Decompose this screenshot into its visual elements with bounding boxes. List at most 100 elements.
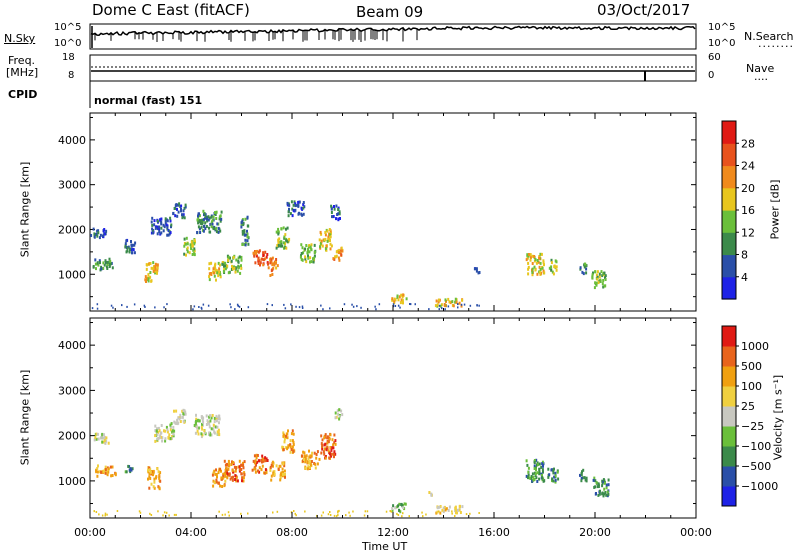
data-cell (539, 268, 542, 271)
data-cell (245, 233, 248, 237)
ground-scatter-cell (364, 510, 367, 513)
data-cell (531, 267, 534, 271)
data-cell (538, 477, 541, 481)
data-cell (313, 254, 316, 258)
ground-scatter-cell (162, 514, 164, 517)
data-cell (221, 261, 224, 264)
data-cell (323, 434, 326, 438)
data-cell (402, 301, 404, 305)
colorbar-swatch (722, 346, 736, 367)
ground-scatter-cell (224, 513, 226, 516)
data-cell (170, 436, 173, 440)
ground-scatter-cell (101, 514, 104, 517)
data-cell (442, 506, 445, 510)
data-cell (151, 229, 154, 233)
data-cell (150, 472, 153, 476)
data-cell (106, 262, 109, 266)
data-cell (238, 459, 241, 463)
data-cell (283, 461, 286, 465)
data-cell (151, 223, 154, 227)
data-cell (167, 229, 170, 232)
colorbar-tick-label: 4 (741, 271, 748, 284)
data-cell (215, 478, 218, 482)
data-cell (300, 252, 303, 255)
data-cell (190, 240, 193, 244)
data-cell (533, 459, 536, 462)
data-cell (155, 476, 157, 480)
data-cell (280, 227, 283, 231)
data-cell (109, 262, 112, 266)
data-cell (93, 438, 96, 442)
data-cell (169, 437, 172, 440)
ground-scatter-cell (343, 303, 346, 306)
data-cell (579, 473, 581, 477)
data-cell (323, 436, 326, 440)
data-cell (208, 272, 211, 276)
data-cell (283, 437, 286, 441)
data-cell (597, 281, 600, 285)
data-cell (302, 206, 305, 210)
ground-scatter-cell (284, 307, 287, 310)
data-cell (333, 207, 336, 211)
data-cell (533, 265, 536, 269)
data-cell (391, 507, 394, 510)
data-cell (454, 505, 457, 509)
data-cell (428, 491, 431, 494)
data-cell (93, 235, 96, 239)
data-cell (302, 201, 305, 204)
data-cell (203, 431, 206, 434)
data-cell (591, 273, 594, 277)
data-cell (534, 466, 537, 470)
data-cell (270, 260, 273, 264)
data-cell (538, 471, 541, 474)
data-cell (275, 246, 278, 250)
data-cell (260, 460, 263, 464)
data-cell (273, 473, 276, 476)
y-tick-label: 4000 (58, 339, 86, 352)
data-cell (330, 452, 333, 456)
data-cell (253, 467, 256, 471)
data-cell (270, 463, 273, 467)
data-cell (156, 263, 159, 267)
data-cell (212, 484, 215, 488)
data-cell (283, 440, 286, 444)
data-cell (603, 481, 606, 485)
colorbar-tick-label: −100 (741, 440, 771, 453)
data-cell (320, 442, 323, 446)
velocity-panel: 1000 2000 3000 4000 (58, 317, 697, 519)
data-cell (585, 267, 588, 271)
data-cell (539, 271, 542, 275)
data-cell (475, 267, 478, 271)
ground-scatter-cell (447, 305, 450, 308)
data-cell (309, 260, 311, 264)
data-cell (308, 449, 310, 453)
data-cell (215, 278, 217, 282)
ground-scatter-cell (96, 307, 99, 310)
data-cell (599, 489, 601, 493)
data-cell (580, 476, 583, 480)
data-cell (337, 412, 340, 416)
data-cell (401, 504, 404, 508)
data-cell (210, 427, 213, 431)
data-cell (153, 477, 156, 481)
data-cell (163, 225, 166, 229)
data-cell (254, 463, 257, 467)
data-cell (262, 459, 265, 463)
data-cell (438, 505, 441, 509)
data-cell (185, 236, 188, 240)
data-cell (251, 468, 254, 472)
data-cell (555, 265, 558, 269)
x-tick-label: 20:00 (579, 526, 611, 539)
data-cell (307, 457, 310, 461)
data-cell (200, 415, 203, 419)
data-cell (193, 249, 196, 253)
data-cell (542, 470, 544, 474)
data-cell (283, 469, 286, 473)
data-cell (216, 271, 219, 275)
data-cell (451, 300, 454, 304)
colorbar-tick-label: 28 (741, 137, 755, 150)
data-cell (209, 222, 212, 226)
data-cell (257, 256, 260, 260)
x-tick-label: 00:00 (680, 526, 712, 539)
